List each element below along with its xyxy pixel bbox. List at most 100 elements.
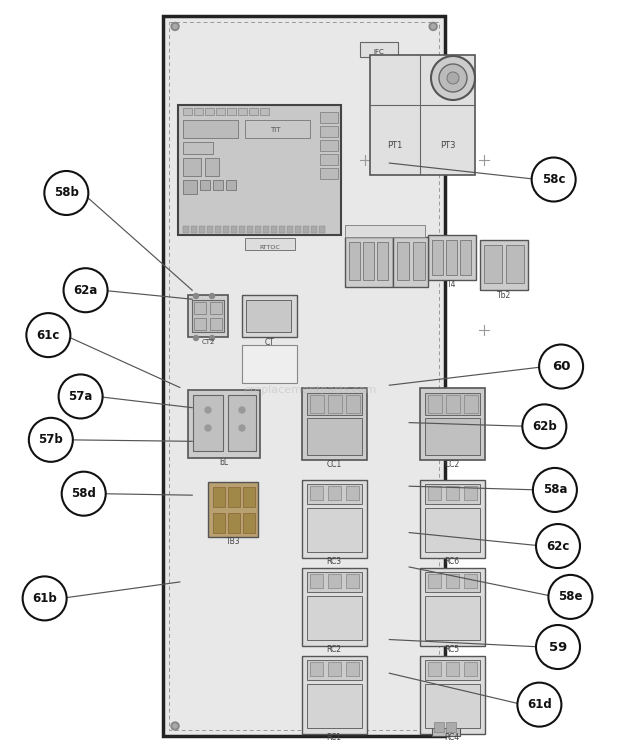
Text: RTTOC: RTTOC bbox=[260, 245, 280, 250]
Bar bbox=[320, 168, 338, 179]
Bar bbox=[213, 487, 225, 507]
Circle shape bbox=[431, 25, 435, 28]
Bar bbox=[307, 393, 362, 415]
Text: CT2: CT2 bbox=[202, 339, 215, 345]
Bar bbox=[319, 226, 325, 233]
Bar bbox=[188, 390, 260, 458]
Bar bbox=[428, 574, 441, 588]
Text: RC1: RC1 bbox=[327, 734, 342, 743]
Bar bbox=[183, 142, 213, 154]
Bar bbox=[191, 226, 197, 233]
Text: 57a: 57a bbox=[68, 390, 93, 403]
Bar bbox=[377, 242, 388, 280]
Bar bbox=[205, 108, 214, 115]
Bar bbox=[425, 484, 480, 504]
Bar bbox=[464, 395, 478, 413]
Circle shape bbox=[429, 22, 437, 31]
Text: PT3: PT3 bbox=[440, 141, 456, 150]
Bar bbox=[480, 240, 528, 290]
Bar bbox=[260, 108, 269, 115]
Bar bbox=[243, 513, 255, 533]
Bar bbox=[246, 300, 291, 332]
Circle shape bbox=[239, 425, 245, 431]
Text: PT1: PT1 bbox=[388, 141, 402, 150]
Bar bbox=[446, 722, 456, 732]
Text: 62a: 62a bbox=[73, 283, 98, 297]
Bar bbox=[360, 42, 398, 57]
Bar bbox=[425, 418, 480, 455]
Circle shape bbox=[45, 171, 88, 215]
Circle shape bbox=[173, 25, 177, 28]
Bar bbox=[349, 242, 360, 280]
Circle shape bbox=[173, 724, 177, 728]
Bar bbox=[271, 226, 277, 233]
Bar bbox=[310, 662, 323, 676]
Bar bbox=[464, 662, 477, 676]
Bar bbox=[302, 480, 367, 558]
Text: CC1: CC1 bbox=[326, 459, 342, 468]
Text: 58c: 58c bbox=[542, 173, 565, 186]
Bar bbox=[484, 245, 502, 283]
Circle shape bbox=[62, 472, 105, 515]
Bar bbox=[420, 480, 485, 558]
Text: 62c: 62c bbox=[546, 539, 570, 553]
Circle shape bbox=[431, 724, 435, 728]
Bar bbox=[183, 158, 201, 176]
Bar bbox=[311, 226, 317, 233]
Bar bbox=[183, 120, 238, 138]
Bar bbox=[370, 55, 475, 175]
Circle shape bbox=[429, 722, 437, 730]
Bar bbox=[446, 486, 459, 500]
Bar bbox=[446, 574, 459, 588]
Bar bbox=[307, 484, 362, 504]
Bar bbox=[310, 486, 323, 500]
Bar bbox=[192, 300, 224, 332]
Bar bbox=[420, 568, 485, 646]
Text: 58d: 58d bbox=[71, 487, 96, 500]
Bar bbox=[363, 242, 374, 280]
Text: RC3: RC3 bbox=[327, 557, 342, 566]
Bar bbox=[328, 662, 341, 676]
Text: RC4: RC4 bbox=[445, 734, 459, 743]
Bar bbox=[247, 226, 253, 233]
Bar bbox=[425, 393, 480, 415]
Text: Tb2: Tb2 bbox=[497, 290, 511, 299]
Bar bbox=[200, 180, 210, 190]
Text: IFC: IFC bbox=[374, 49, 384, 55]
Text: T4: T4 bbox=[447, 280, 457, 289]
Bar bbox=[310, 395, 324, 413]
Circle shape bbox=[171, 722, 179, 730]
Bar bbox=[223, 226, 229, 233]
Bar bbox=[199, 226, 205, 233]
Text: 58e: 58e bbox=[558, 590, 583, 604]
Circle shape bbox=[536, 625, 580, 669]
Bar bbox=[425, 508, 480, 552]
Bar bbox=[307, 418, 362, 455]
Bar bbox=[428, 486, 441, 500]
Bar bbox=[295, 226, 301, 233]
Bar bbox=[193, 395, 223, 451]
Bar bbox=[194, 108, 203, 115]
Bar bbox=[213, 180, 223, 190]
Circle shape bbox=[29, 418, 73, 462]
Bar bbox=[245, 238, 295, 250]
Circle shape bbox=[205, 425, 211, 431]
Bar bbox=[183, 226, 189, 233]
Bar bbox=[287, 226, 293, 233]
Bar bbox=[393, 237, 428, 287]
Bar bbox=[425, 684, 480, 728]
Circle shape bbox=[27, 313, 70, 357]
Text: 61b: 61b bbox=[32, 592, 57, 605]
Bar bbox=[243, 487, 255, 507]
Bar bbox=[307, 572, 362, 592]
Bar bbox=[425, 572, 480, 592]
Circle shape bbox=[59, 375, 102, 418]
Bar bbox=[346, 574, 359, 588]
Text: TB3: TB3 bbox=[226, 536, 241, 545]
Bar bbox=[207, 226, 213, 233]
Bar bbox=[320, 140, 338, 151]
Bar bbox=[464, 574, 477, 588]
Bar bbox=[506, 245, 524, 283]
Text: 59: 59 bbox=[549, 640, 567, 654]
Bar bbox=[425, 596, 480, 640]
